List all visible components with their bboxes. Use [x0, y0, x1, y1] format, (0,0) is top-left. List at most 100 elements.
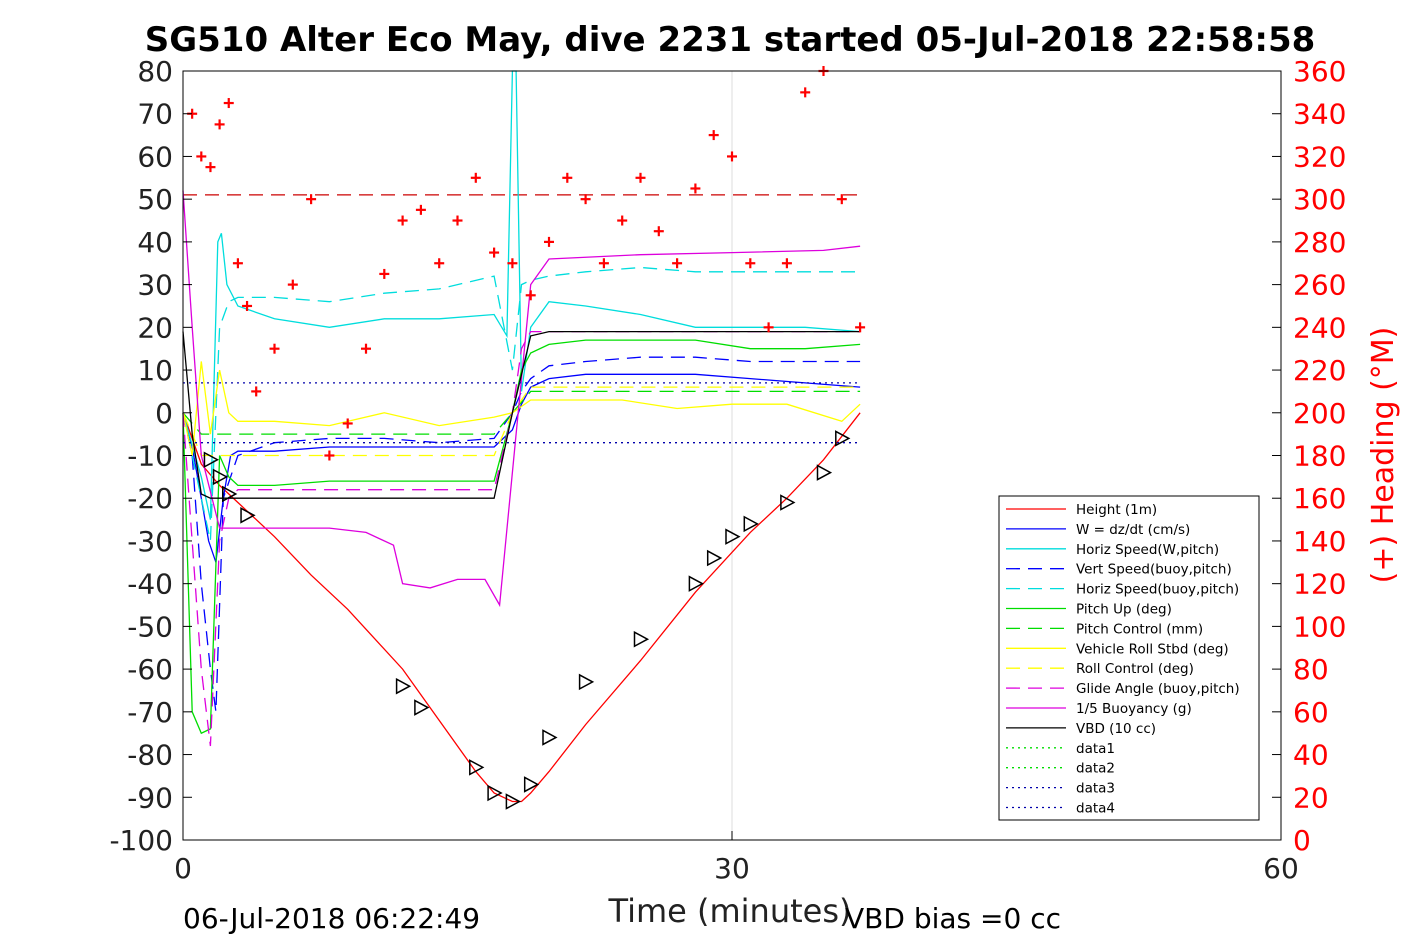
legend-entry: data1: [1076, 741, 1115, 757]
heading-point: [672, 258, 683, 269]
y2-tick-label: 40: [1293, 739, 1329, 772]
y2-tick-label: 0: [1293, 824, 1311, 857]
profile-marker: [780, 494, 796, 511]
series-line-6: [182, 390, 861, 435]
y2-tick-label: 60: [1293, 696, 1329, 729]
x-axis: 0 30 60: [174, 831, 1299, 885]
series-line-1: [182, 373, 861, 563]
heading-point: [708, 130, 719, 141]
profile-marker: [203, 451, 220, 469]
legend: Height (1m) W = dz/dt (cm/s) Horiz Speed(W…: [998, 495, 1260, 821]
heading-point: [397, 215, 408, 226]
heading-point: [342, 418, 353, 429]
heading-point: [251, 386, 262, 397]
x-axis-label: Time (minutes): [608, 892, 852, 930]
y2-tick-label: 80: [1293, 653, 1329, 686]
series-line-2: [182, 70, 861, 520]
legend-entry: W = dz/dt (cm/s): [1076, 522, 1190, 538]
legend-box: [998, 495, 1260, 821]
y-tick-label: 60: [137, 140, 173, 173]
profile-marker: [240, 507, 256, 524]
heading-point: [223, 98, 234, 109]
heading-point: [800, 87, 811, 98]
heading-point: [525, 290, 536, 301]
y-tick-label: 20: [137, 311, 173, 344]
heading-point: [617, 215, 628, 226]
y2-tick-label: 200: [1293, 397, 1346, 430]
y-tick-label: 30: [137, 269, 173, 302]
heading-point: [379, 268, 390, 279]
y2-tick-label: 160: [1293, 482, 1346, 515]
heading-point: [434, 258, 445, 269]
y-tick-label: -60: [127, 653, 173, 686]
series-line-4: [182, 266, 861, 542]
profile-marker: [706, 549, 723, 567]
y-axis-left: 80 70 60 50 40 30 20 10 0 -10 -20 -30 -40 -50 -60 -70 -8…: [109, 55, 1281, 857]
profile-marker: [578, 673, 595, 691]
legend-entry: data2: [1076, 761, 1115, 777]
x-tick-label: 0: [174, 852, 192, 885]
heading-point: [214, 119, 225, 130]
heading-point: [562, 172, 573, 183]
heading-point: [727, 151, 737, 162]
legend-entry: VBD (10 cc): [1076, 721, 1156, 737]
y-tick-label: -10: [127, 440, 173, 473]
heading-point: [745, 258, 756, 269]
y-tick-label: -40: [127, 568, 173, 601]
y2-tick-label: 300: [1293, 183, 1346, 216]
profile-marker: [487, 784, 503, 802]
heading-point: [415, 204, 426, 215]
heading-point: [452, 215, 463, 226]
heading-point: [690, 183, 701, 194]
legend-entry: Horiz Speed(buoy,pitch): [1076, 582, 1239, 598]
series-line-7: [182, 361, 861, 456]
y2-tick-label: 320: [1293, 140, 1346, 173]
profile-marker: [835, 430, 851, 447]
heading-point: [470, 172, 481, 183]
y-tick-label: 40: [137, 226, 173, 259]
footer-start-time: 06-Jul-2018 06:22:49: [183, 902, 480, 935]
profile-marker: [633, 630, 650, 648]
heading-point: [598, 258, 609, 269]
legend-entry: Roll Control (deg): [1076, 661, 1194, 677]
x-tick-label: 30: [714, 852, 750, 885]
legend-entry: Vert Speed(buoy,pitch): [1076, 562, 1232, 578]
y-tick-label: -80: [127, 739, 173, 772]
heading-point: [196, 151, 207, 162]
y-tick-label: 80: [137, 55, 173, 88]
y2-tick-label: 180: [1293, 440, 1346, 473]
profile-marker: [688, 575, 704, 592]
heading-point: [836, 194, 847, 205]
profile-marker: [542, 729, 558, 746]
profile-marker: [523, 776, 540, 793]
profile-marker: [816, 464, 833, 481]
footer-vbd-bias: VBD bias =0 cc: [845, 902, 1061, 935]
y2-axis-label: (+) Heading (°M): [1366, 327, 1401, 584]
heading-point: [781, 258, 792, 269]
y2-tick-label: 240: [1293, 311, 1346, 344]
heading-point: [507, 258, 518, 269]
y2-tick-label: 20: [1293, 781, 1329, 814]
heading-point: [489, 247, 500, 258]
y-tick-label: -30: [127, 525, 173, 558]
y2-tick-label: 100: [1293, 610, 1346, 643]
y2-tick-label: 120: [1293, 568, 1346, 601]
y-tick-label: -70: [127, 696, 173, 729]
profile-marker: [212, 468, 229, 486]
heading-point: [763, 322, 774, 333]
legend-entry: data4: [1076, 801, 1115, 817]
x-tick-label: 60: [1263, 852, 1299, 885]
y2-tick-label: 340: [1293, 98, 1346, 131]
heading-point: [544, 236, 554, 247]
heading-point: [361, 343, 371, 354]
y-tick-label: 70: [137, 98, 173, 131]
y-tick-label: -90: [127, 781, 173, 814]
y2-tick-label: 280: [1293, 226, 1346, 259]
heading-point: [242, 300, 253, 311]
legend-entry: Pitch Up (deg): [1076, 602, 1172, 618]
heading-point: [653, 226, 664, 237]
heading-point: [232, 258, 243, 269]
y2-tick-label: 360: [1293, 55, 1346, 88]
heading-point: [287, 279, 298, 290]
